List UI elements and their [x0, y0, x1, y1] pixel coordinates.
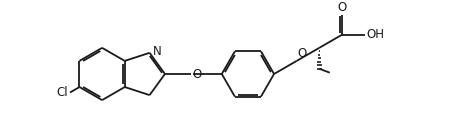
Text: O: O [192, 68, 201, 81]
Text: O: O [298, 47, 307, 60]
Text: Cl: Cl [57, 86, 68, 99]
Text: OH: OH [366, 28, 384, 41]
Text: O: O [337, 1, 347, 14]
Text: N: N [153, 45, 162, 58]
